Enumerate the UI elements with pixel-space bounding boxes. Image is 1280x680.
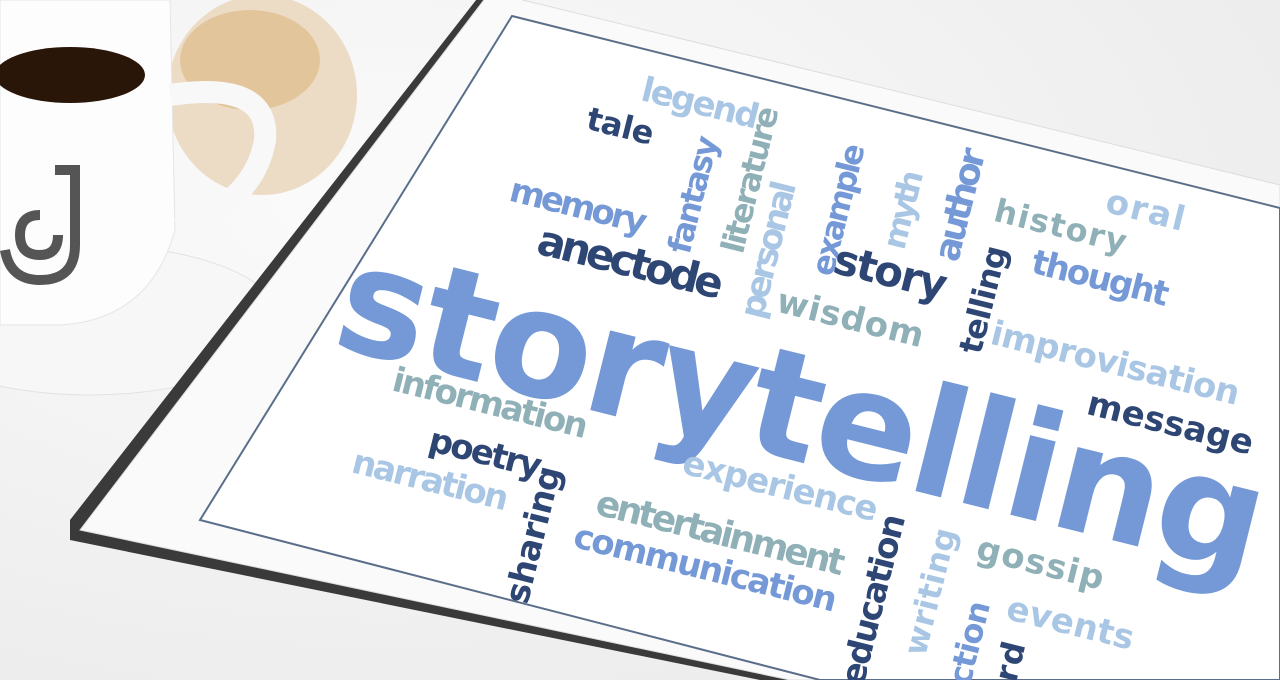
cup-handle — [168, 81, 277, 241]
coffee — [0, 47, 145, 103]
tablet-screen — [198, 14, 1280, 680]
cup-logo — [0, 165, 80, 286]
